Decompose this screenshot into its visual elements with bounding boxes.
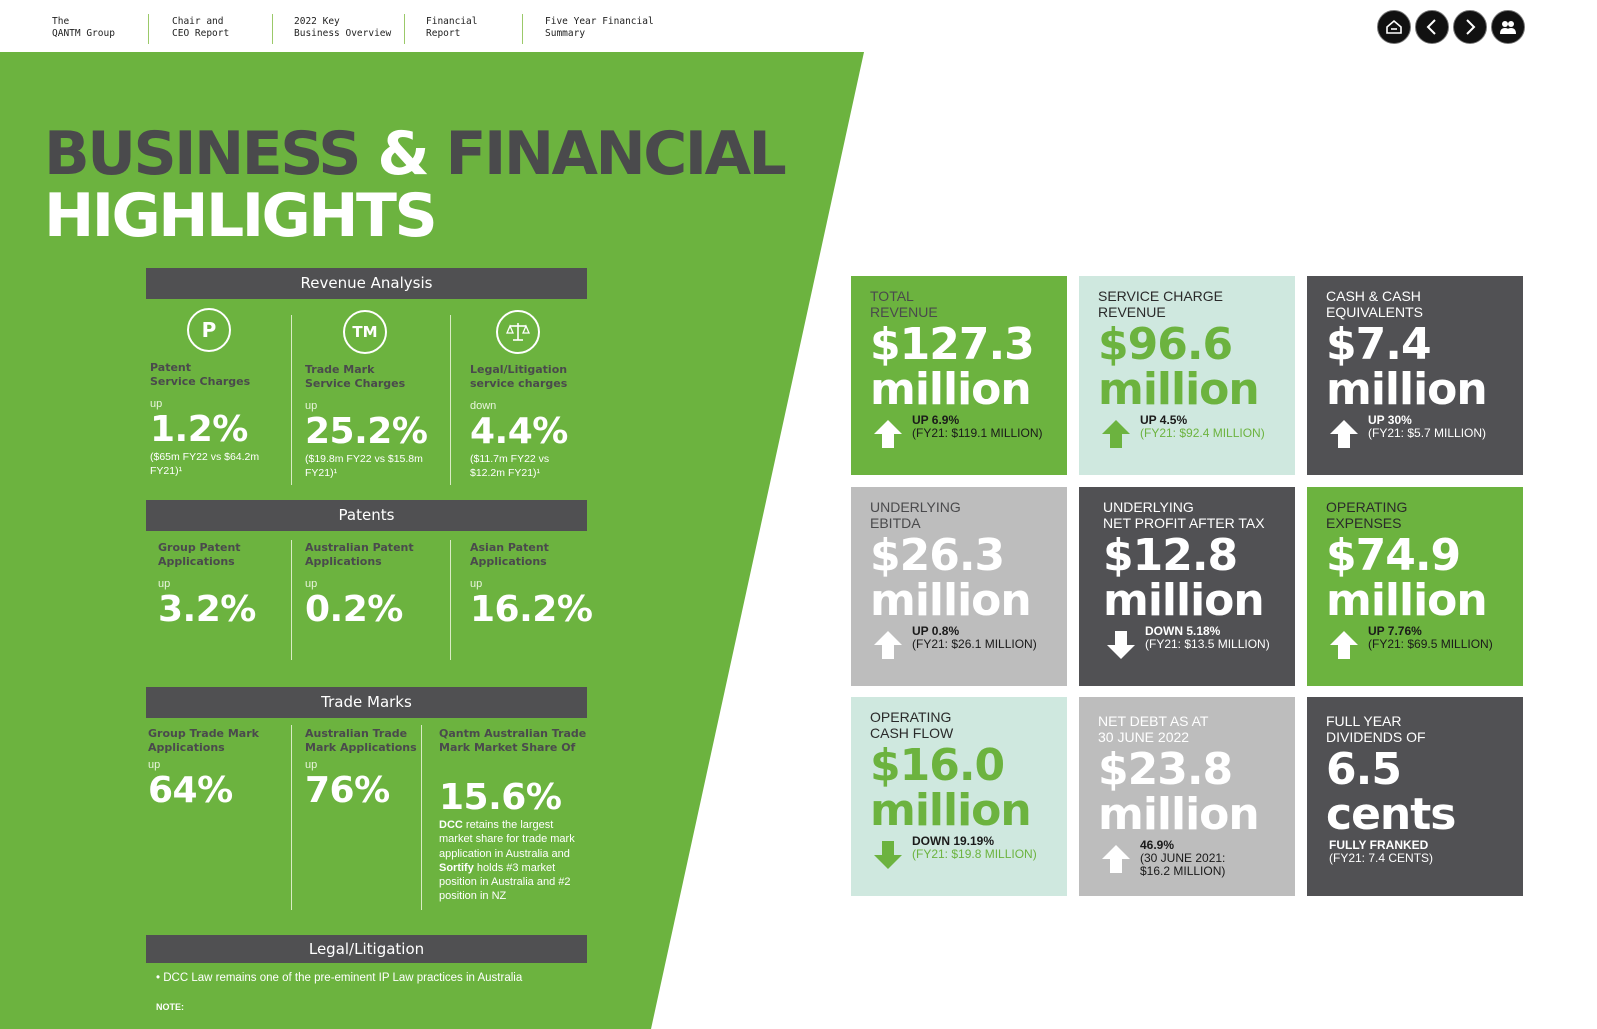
page-title: BUSINESS & FINANCIAL HIGHLIGHTS	[44, 119, 787, 251]
nav-item-chair-ceo-report[interactable]: Chair and CEO Report	[172, 16, 230, 39]
patent-service-charges: P Patent Service Charges up 1.2% ($65m F…	[150, 308, 285, 478]
revenue-analysis-header: Revenue Analysis	[146, 268, 587, 299]
arrow-up-icon	[1102, 420, 1130, 448]
tile-underlying-ebitda: UNDERLYING EBITDA $26.3 million UP 0.8%(…	[851, 487, 1067, 686]
column-divider	[291, 725, 292, 910]
nav-separator	[148, 14, 149, 44]
arrow-down-icon	[874, 841, 902, 869]
legal-litigation-text: • DCC Law remains one of the pre-eminent…	[156, 972, 523, 984]
tile-full-year-dividends: FULL YEAR DIVIDENDS OF 6.5 cents FULLY F…	[1307, 697, 1523, 896]
home-icon	[1386, 19, 1402, 34]
column-divider	[421, 725, 422, 910]
asian-patent-applications: Asian Patent Applications up 16.2%	[470, 541, 593, 630]
column-divider	[291, 540, 292, 660]
arrow-up-icon	[1102, 845, 1130, 873]
column-divider	[450, 315, 451, 485]
nav-item-qantm-group[interactable]: The QANTM Group	[52, 16, 115, 39]
top-navigation: The QANTM Group Chair and CEO Report 202…	[0, 0, 1597, 52]
australian-patent-applications: Australian Patent Applications up 0.2%	[305, 541, 414, 630]
next-page-button[interactable]	[1453, 10, 1487, 44]
qantm-trade-mark-market-share: Qantm Australian Trade Mark Market Share…	[439, 727, 587, 903]
contacts-button[interactable]	[1491, 10, 1525, 44]
trade-marks-header: Trade Marks	[146, 687, 587, 718]
tile-operating-expenses: OPERATING EXPENSES $74.9 million UP 7.76…	[1307, 487, 1523, 686]
dividends-previous: (FY21: 7.4 CENTS)	[1329, 851, 1434, 865]
legal-litigation-service-charges: Legal/Litigation service charges down 4.…	[470, 310, 585, 480]
home-button[interactable]	[1377, 10, 1411, 44]
legal-litigation-header: Legal/Litigation	[146, 935, 587, 963]
nav-separator	[404, 14, 405, 44]
column-divider	[291, 315, 292, 485]
nav-item-key-business-overview[interactable]: 2022 Key Business Overview	[294, 16, 392, 39]
fully-franked-label: FULLY FRANKED	[1329, 838, 1429, 852]
scales-icon	[496, 310, 540, 354]
group-patent-applications: Group Patent Applications up 3.2%	[158, 541, 256, 630]
patent-icon: P	[187, 308, 231, 352]
column-divider	[450, 540, 451, 660]
patents-header: Patents	[146, 500, 587, 531]
tile-service-charge-revenue: SERVICE CHARGE REVENUE $96.6 million UP …	[1079, 276, 1295, 475]
nav-separator	[272, 14, 273, 44]
nav-item-financial-report[interactable]: Financial Report	[426, 16, 478, 39]
chevron-left-icon	[1426, 19, 1436, 35]
arrow-up-icon	[1330, 631, 1358, 659]
arrow-up-icon	[1330, 420, 1358, 448]
trade-mark-icon: TM	[343, 310, 387, 354]
arrow-up-icon	[874, 631, 902, 659]
tile-underlying-npat: UNDERLYING NET PROFIT AFTER TAX $12.8 mi…	[1079, 487, 1295, 686]
arrow-up-icon	[874, 420, 902, 448]
chevron-right-icon	[1466, 19, 1476, 35]
group-trade-mark-applications: Group Trade Mark Applications up 64%	[148, 727, 259, 811]
note-label: NOTE:	[156, 1002, 184, 1012]
tile-operating-cash-flow: OPERATING CASH FLOW $16.0 million DOWN 1…	[851, 697, 1067, 896]
australian-trade-mark-applications: Australian Trade Mark Applications up 76…	[305, 727, 417, 811]
nav-separator	[522, 14, 523, 44]
arrow-down-icon	[1107, 631, 1135, 659]
nav-item-five-year-summary[interactable]: Five Year Financial Summary	[545, 16, 654, 39]
people-icon	[1500, 21, 1516, 34]
tile-net-debt: NET DEBT AS AT 30 JUNE 2022 $23.8 millio…	[1079, 697, 1295, 896]
trade-mark-service-charges: TM Trade Mark Service Charges up 25.2% (…	[305, 310, 440, 480]
previous-page-button[interactable]	[1415, 10, 1449, 44]
tile-cash-equivalents: CASH & CASH EQUIVALENTS $7.4 million UP …	[1307, 276, 1523, 475]
tile-total-revenue: TOTAL REVENUE $127.3 million UP 6.9% (FY2…	[851, 276, 1067, 475]
market-share-note: DCC retains the largest market share for…	[439, 819, 575, 903]
